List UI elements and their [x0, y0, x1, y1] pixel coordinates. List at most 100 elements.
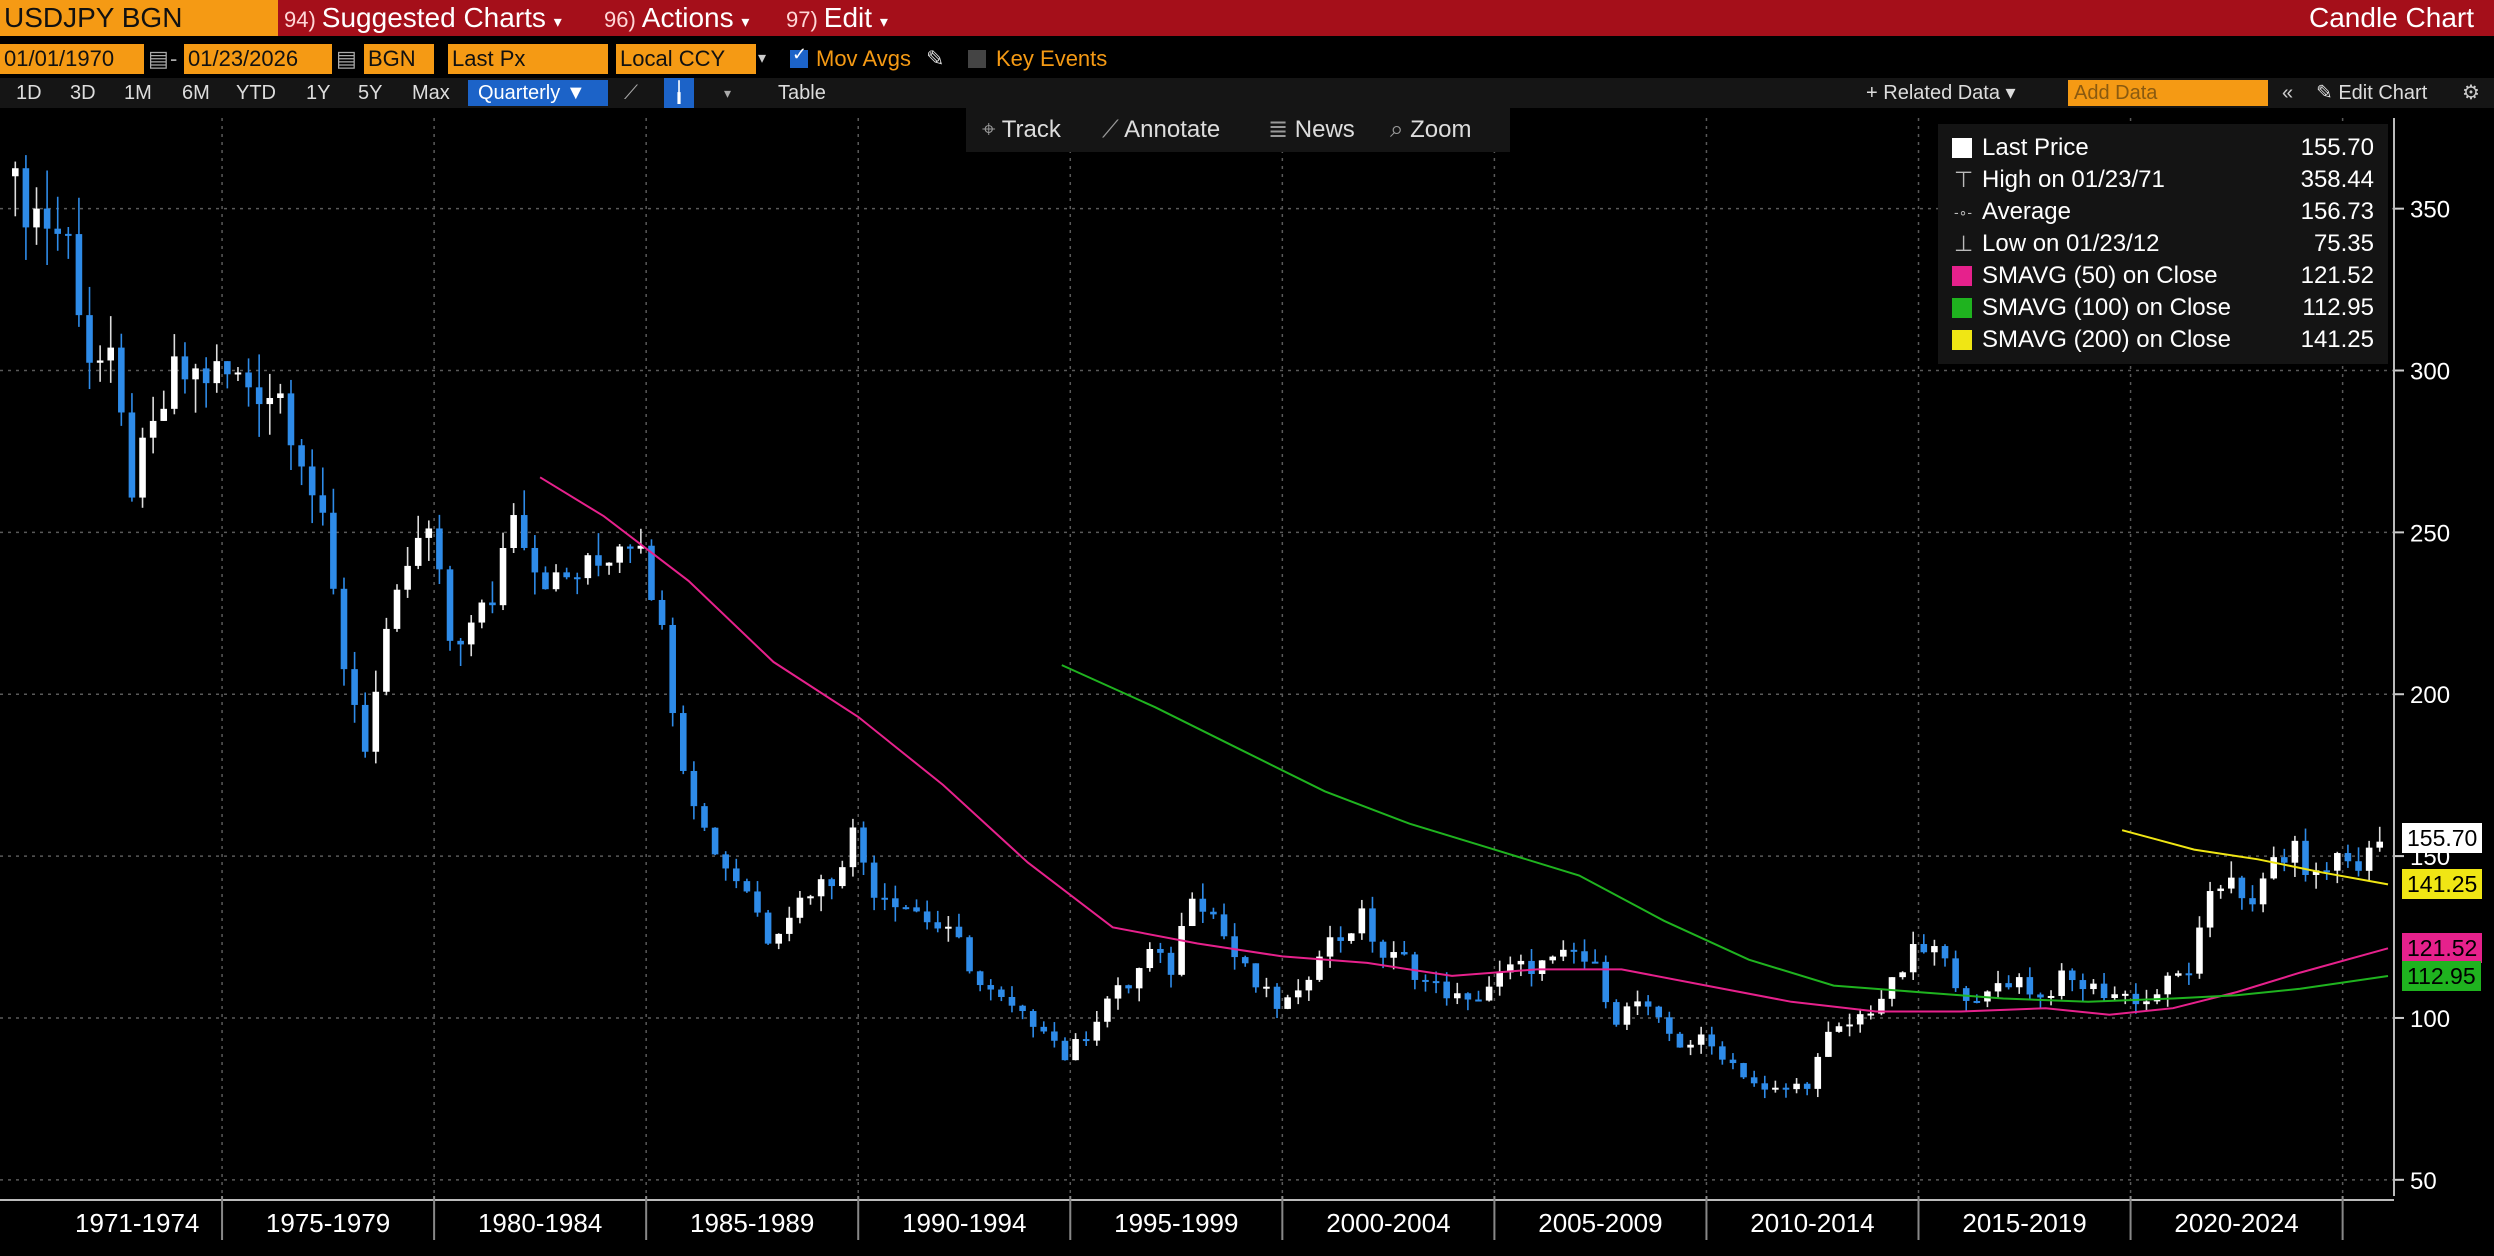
- candle-body: [2334, 853, 2341, 871]
- candle-body: [1666, 1017, 1673, 1034]
- period-1m[interactable]: 1M: [124, 82, 152, 104]
- edit-menu[interactable]: 97) Edit ▾: [786, 0, 888, 36]
- x-tick-label: 1971-1974: [75, 1208, 199, 1238]
- candle-body: [1697, 1034, 1705, 1045]
- key-events-label[interactable]: Key Events: [996, 46, 1108, 71]
- ticker-field[interactable]: USDJPY BGN Curncy: [0, 0, 278, 69]
- y-tick-label: 250: [2410, 520, 2450, 547]
- edit-chart-button[interactable]: ✎ Edit Chart: [2316, 82, 2428, 104]
- calendar-icon[interactable]: ▤: [336, 46, 357, 71]
- candle-body: [1708, 1034, 1716, 1047]
- legend-label: Last Price: [1982, 134, 2089, 161]
- legend-item[interactable]: ⊤ High on 01/23/71 358.44: [1952, 164, 2382, 196]
- period-1d[interactable]: 1D: [16, 82, 42, 104]
- candle-body: [12, 168, 19, 177]
- x-tick-label: 1995-1999: [1114, 1208, 1238, 1238]
- chart-legend: Last Price 155.70 ⊤ High on 01/23/71 358.44 -…: [1938, 124, 2388, 364]
- y-tick-label: 50: [2410, 1168, 2437, 1195]
- annotate-tool[interactable]: ⟋ Annotate: [1102, 108, 1220, 152]
- price-field[interactable]: Last Px: [448, 44, 608, 74]
- period-1y[interactable]: 1Y: [306, 82, 331, 104]
- legend-value: 155.70: [2300, 134, 2374, 161]
- candle-body: [2185, 973, 2193, 976]
- chevron-down-icon[interactable]: ▾: [758, 50, 767, 67]
- source-field[interactable]: BGN: [364, 44, 434, 74]
- legend-item[interactable]: ⊥ Low on 01/23/12 75.35: [1952, 228, 2382, 260]
- candle-body: [520, 515, 528, 548]
- period-ytd[interactable]: YTD: [236, 82, 276, 104]
- last-value-label: 155.70: [2402, 822, 2483, 853]
- candle-body: [1846, 1024, 1853, 1027]
- period-max[interactable]: Max: [412, 82, 450, 104]
- period-3d[interactable]: 3D: [70, 82, 96, 104]
- mov-avgs-label[interactable]: Mov Avgs: [816, 46, 911, 71]
- chevron-down-icon[interactable]: ▾: [724, 85, 732, 101]
- legend-item[interactable]: -∘- Average 156.73: [1952, 196, 2382, 228]
- x-tick-label: 2000-2004: [1326, 1208, 1450, 1238]
- legend-value: 156.73: [2300, 198, 2374, 225]
- actions-menu[interactable]: 96) Actions ▾: [604, 0, 749, 36]
- candle-body: [1931, 946, 1938, 953]
- add-data-input[interactable]: Add Data: [2068, 80, 2268, 106]
- legend-item[interactable]: Last Price 155.70: [1952, 132, 2382, 164]
- candle-body: [1581, 951, 1588, 962]
- candle-body: [2249, 898, 2256, 905]
- candle-body: [510, 515, 517, 549]
- candle-body: [1772, 1087, 1779, 1090]
- candle-body: [1803, 1083, 1811, 1089]
- zoom-label: Zoom: [1410, 116, 1472, 143]
- candle-body: [987, 985, 995, 990]
- related-data-menu[interactable]: + Related Data ▾: [1866, 82, 2016, 104]
- candle-body: [2068, 970, 2076, 981]
- track-tool[interactable]: ⌖ Track: [982, 108, 1061, 152]
- collapse-icon[interactable]: «: [2282, 82, 2294, 104]
- mov-avgs-checkbox[interactable]: ✓: [790, 44, 808, 68]
- candle-body: [478, 602, 486, 623]
- candle-body: [1252, 963, 1260, 988]
- x-tick-label: 1990-1994: [902, 1208, 1026, 1238]
- candle-body: [616, 546, 623, 563]
- candle-body: [1517, 960, 1525, 965]
- legend-item[interactable]: SMAVG (100) on Close 112.95: [1952, 292, 2382, 324]
- calendar-icon[interactable]: ▤: [148, 46, 169, 71]
- legend-item[interactable]: SMAVG (200) on Close 141.25: [1952, 324, 2382, 356]
- suggested-charts-menu[interactable]: 94) Suggested Charts ▾: [284, 0, 562, 36]
- start-date-field[interactable]: 01/01/1970: [0, 44, 144, 74]
- candle-body: [1411, 954, 1419, 980]
- candle-body: [33, 208, 40, 228]
- candle-body: [1104, 998, 1111, 1022]
- candle-body: [1284, 997, 1291, 1009]
- pencil-icon[interactable]: ✎: [926, 46, 945, 71]
- edit-chart-label: Edit Chart: [2338, 82, 2428, 104]
- candle-body: [118, 347, 125, 413]
- candle-body: [1347, 933, 1355, 941]
- candle-body: [1220, 914, 1228, 937]
- candle-body: [2238, 877, 2246, 899]
- candle-body: [128, 412, 136, 498]
- candle-body: [1644, 1001, 1652, 1007]
- menu-label: Edit: [823, 2, 873, 33]
- news-tool[interactable]: ≣ News: [1268, 108, 1355, 152]
- legend-swatch: [1952, 138, 1972, 158]
- gear-icon[interactable]: ⚙: [2462, 82, 2480, 104]
- candle-body: [1729, 1059, 1737, 1064]
- end-date-field[interactable]: 01/23/2026: [184, 44, 332, 74]
- line-chart-icon[interactable]: ⟋: [624, 82, 638, 104]
- currency-field[interactable]: Local CCY: [616, 44, 756, 74]
- x-tick-label: 1985-1989: [690, 1208, 814, 1238]
- frequency-dropdown[interactable]: Quarterly ▼: [468, 80, 608, 106]
- candle-body: [192, 368, 199, 380]
- candle-body: [1570, 949, 1578, 952]
- period-6m[interactable]: 6M: [182, 82, 210, 104]
- legend-item[interactable]: SMAVG (50) on Close 121.52: [1952, 260, 2382, 292]
- period-5y[interactable]: 5Y: [358, 82, 383, 104]
- key-events-checkbox[interactable]: [968, 50, 986, 68]
- related-data-label: Related Data: [1883, 82, 2000, 104]
- legend-swatch: [1952, 298, 1972, 318]
- candle-body: [340, 588, 348, 670]
- zoom-tool[interactable]: ⌕ Zoom: [1390, 108, 1471, 152]
- candle-body: [828, 879, 836, 887]
- candle-chart-icon[interactable]: ╽: [664, 78, 694, 108]
- table-button[interactable]: Table: [778, 82, 826, 104]
